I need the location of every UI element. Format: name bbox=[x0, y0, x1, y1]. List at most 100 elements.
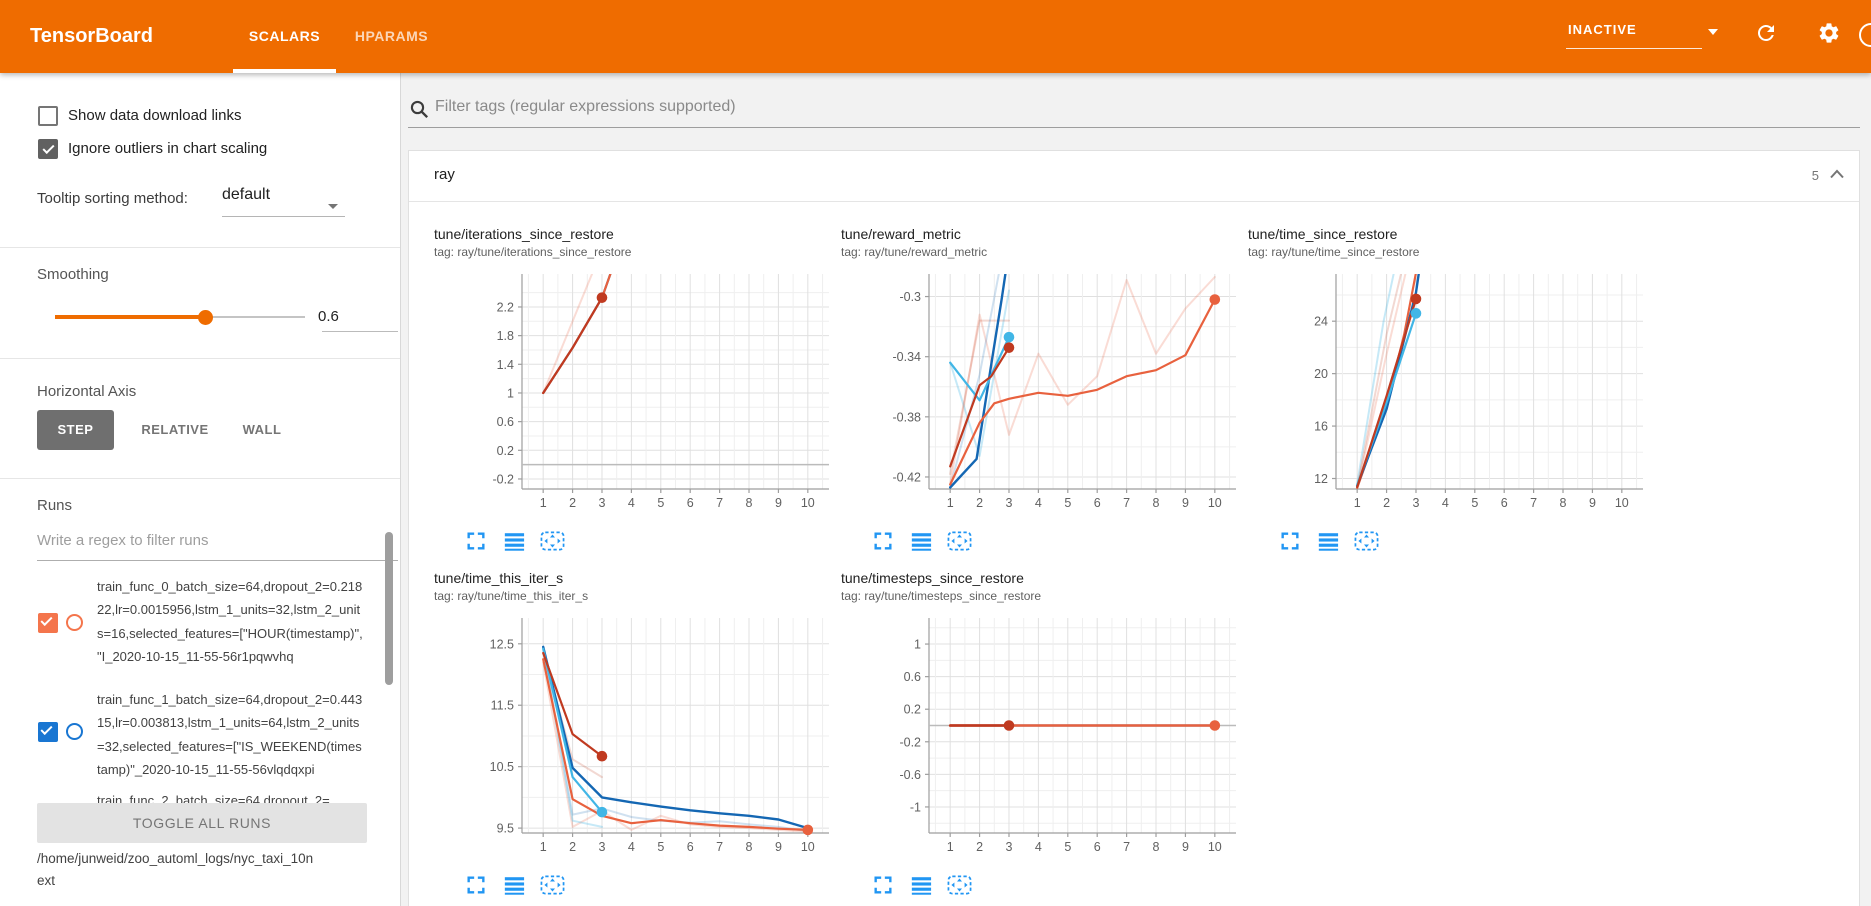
charts-grid: tune/iterations_since_restore tag: ray/tu… bbox=[409, 202, 1859, 895]
haxis-step-button[interactable]: STEP bbox=[37, 410, 114, 450]
chart-plot-area[interactable]: 9.5 10.5 11.5 12.5 1 2 3 4 5 6 7 8 9 10 bbox=[434, 604, 841, 862]
y-tick-label: -0.2 bbox=[899, 735, 921, 749]
y-tick-label: 12.5 bbox=[490, 637, 514, 651]
fit-domain-icon[interactable] bbox=[1354, 530, 1379, 552]
chart-plot-area[interactable]: -1 -0.6 -0.2 0.2 0.6 1 1 2 3 4 5 6 7 8 9 10 bbox=[841, 604, 1248, 862]
help-icon[interactable] bbox=[1859, 23, 1871, 47]
x-tick-label: 8 bbox=[1560, 496, 1567, 510]
x-tick-label: 8 bbox=[1153, 496, 1160, 510]
chart-tag: tag: ray/tune/iterations_since_restore bbox=[434, 245, 632, 259]
series-cyan-raw bbox=[1356, 274, 1395, 485]
filter-tags-input[interactable] bbox=[435, 98, 1135, 116]
x-tick-label: 10 bbox=[801, 496, 815, 510]
fullscreen-icon[interactable] bbox=[871, 530, 895, 552]
chart-tag: tag: ray/tune/time_since_restore bbox=[1248, 245, 1420, 259]
horizontal-axis-label: Horizontal Axis bbox=[37, 383, 137, 400]
series-orange-smoothed bbox=[542, 658, 809, 831]
chart-plot-area[interactable]: -0.2 0.2 0.6 1 1.4 1.8 2.2 1 2 3 4 5 6 7 8 9 10 bbox=[434, 260, 841, 518]
tab-scalars[interactable]: SCALARS bbox=[233, 0, 336, 73]
ignore-outliers-checkbox[interactable] bbox=[38, 139, 58, 159]
y-tick-label: 0.6 bbox=[904, 670, 921, 684]
tab-hparams[interactable]: HPARAMS bbox=[354, 28, 429, 44]
y-tick-label: 16 bbox=[1314, 420, 1328, 434]
series-orange-raw bbox=[949, 276, 1216, 486]
x-tick-label: 7 bbox=[1123, 840, 1130, 854]
fullscreen-icon[interactable] bbox=[871, 874, 895, 896]
data-list-icon[interactable] bbox=[502, 530, 526, 552]
tooltip-sorting-select[interactable]: default bbox=[222, 186, 271, 203]
series-endpoint-dot bbox=[1209, 720, 1221, 731]
chevron-down-icon[interactable] bbox=[1708, 29, 1718, 35]
x-tick-label: 7 bbox=[716, 496, 723, 510]
refresh-icon[interactable] bbox=[1754, 21, 1778, 45]
settings-sidebar: Show data download links Ignore outliers… bbox=[0, 73, 401, 906]
run-1-color-circle[interactable] bbox=[66, 723, 83, 740]
y-tick-label: 0.2 bbox=[904, 703, 921, 717]
series-red-smoothed bbox=[542, 651, 604, 758]
chart-plot-area[interactable]: -0.42 -0.38 -0.34 -0.3 1 2 3 4 5 6 7 8 9 10 bbox=[841, 260, 1248, 518]
y-tick-label: 24 bbox=[1314, 315, 1328, 329]
haxis-wall-button[interactable]: WALL bbox=[242, 422, 282, 437]
x-tick-label: 5 bbox=[657, 840, 664, 854]
x-tick-label: 2 bbox=[976, 840, 983, 854]
smoothing-slider-fill bbox=[55, 315, 205, 319]
fullscreen-icon[interactable] bbox=[464, 530, 488, 552]
series-red-smoothed bbox=[542, 296, 604, 395]
x-tick-label: 4 bbox=[628, 496, 635, 510]
x-tick-label: 8 bbox=[1153, 840, 1160, 854]
x-tick-label: 4 bbox=[1035, 840, 1042, 854]
x-tick-label: 4 bbox=[1035, 496, 1042, 510]
x-tick-label: 6 bbox=[687, 840, 694, 854]
chart-tag: tag: ray/tune/reward_metric bbox=[841, 245, 988, 259]
x-tick-label: 2 bbox=[569, 840, 576, 854]
haxis-relative-button[interactable]: RELATIVE bbox=[141, 422, 209, 437]
x-tick-label: 1 bbox=[947, 840, 954, 854]
app-title: TensorBoard bbox=[30, 25, 153, 47]
status-underline bbox=[1566, 48, 1702, 49]
sidebar-scrollbar[interactable] bbox=[385, 532, 393, 685]
x-tick-label: 6 bbox=[687, 496, 694, 510]
x-tick-label: 9 bbox=[775, 496, 782, 510]
fit-domain-icon[interactable] bbox=[540, 874, 565, 896]
x-tick-label: 6 bbox=[1501, 496, 1508, 510]
x-tick-label: 1 bbox=[540, 496, 547, 510]
y-tick-label: -1 bbox=[910, 800, 921, 814]
chevron-up-icon[interactable] bbox=[1829, 169, 1845, 179]
x-tick-label: 1 bbox=[540, 840, 547, 854]
y-tick-label: 1.4 bbox=[497, 358, 514, 372]
fit-domain-icon[interactable] bbox=[947, 874, 972, 896]
series-endpoint-dot bbox=[1003, 342, 1015, 353]
smoothing-slider-thumb[interactable] bbox=[197, 309, 213, 325]
y-tick-label: 12 bbox=[1314, 472, 1328, 486]
fit-domain-icon[interactable] bbox=[540, 530, 565, 552]
series-blue-raw bbox=[949, 274, 1000, 489]
chevron-down-icon[interactable] bbox=[328, 204, 338, 209]
show-download-links-checkbox[interactable] bbox=[38, 106, 58, 126]
smoothing-value[interactable]: 0.6 bbox=[318, 308, 339, 325]
fullscreen-icon[interactable] bbox=[1278, 530, 1302, 552]
data-list-icon[interactable] bbox=[909, 874, 933, 896]
run-1-checkbox[interactable] bbox=[38, 722, 58, 742]
fit-domain-icon[interactable] bbox=[947, 530, 972, 552]
run-0-checkbox[interactable] bbox=[38, 613, 58, 633]
x-tick-label: 5 bbox=[657, 496, 664, 510]
runs-filter-input[interactable] bbox=[37, 532, 377, 549]
x-tick-label: 9 bbox=[1589, 496, 1596, 510]
x-tick-label: 2 bbox=[976, 496, 983, 510]
y-tick-label: 10.5 bbox=[490, 760, 514, 774]
fullscreen-icon[interactable] bbox=[464, 874, 488, 896]
tag-group-header[interactable]: ray 5 bbox=[409, 151, 1859, 202]
gear-icon[interactable] bbox=[1817, 21, 1841, 45]
data-list-icon[interactable] bbox=[502, 874, 526, 896]
data-list-icon[interactable] bbox=[909, 530, 933, 552]
chart-tag: tag: ray/tune/timesteps_since_restore bbox=[841, 589, 1042, 603]
data-list-icon[interactable] bbox=[1316, 530, 1340, 552]
toggle-all-runs-button[interactable]: TOGGLE ALL RUNS bbox=[37, 803, 367, 843]
status-dropdown[interactable]: INACTIVE bbox=[1566, 0, 1702, 73]
chart-toolbar bbox=[464, 874, 565, 896]
y-tick-label: -0.2 bbox=[492, 472, 514, 486]
x-tick-label: 8 bbox=[746, 496, 753, 510]
y-tick-label: 1.8 bbox=[497, 329, 514, 343]
run-0-color-circle[interactable] bbox=[66, 614, 83, 631]
